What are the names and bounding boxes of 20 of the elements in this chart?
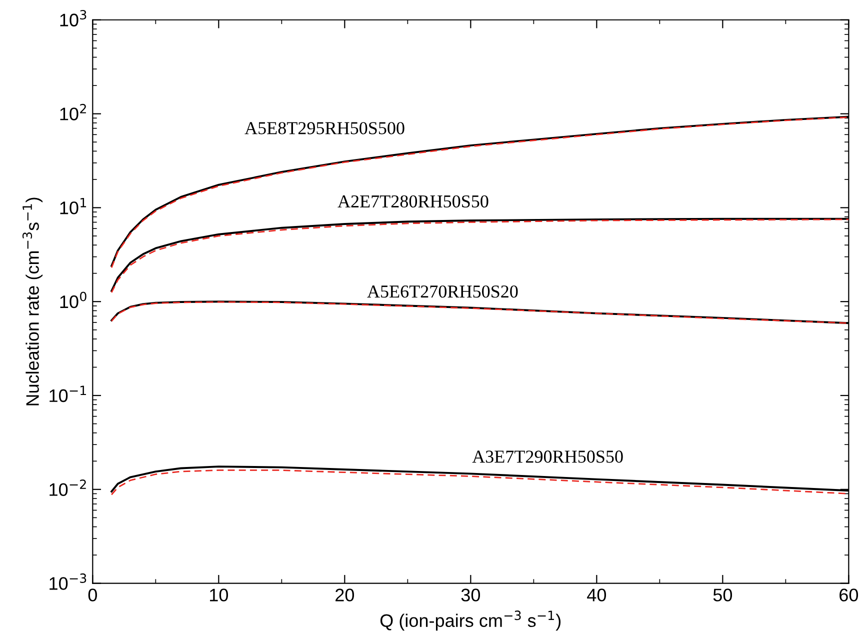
annotation: A5E8T295RH50S500	[244, 122, 404, 134]
x-axis-title: Q (ion-pairs cm$^{−3}$ s$^{−1}$)	[380, 610, 561, 631]
y-tick-label: 10$^{3}$	[60, 10, 86, 26]
x-tick-label: 0	[88, 588, 97, 602]
x-tick-label: 10	[210, 588, 228, 602]
y-tick-label: 10$^{0}$	[60, 292, 86, 308]
y-tick-label: 10$^{1}$	[60, 198, 86, 214]
annotation: A3E7T290RH50S50	[472, 450, 623, 463]
x-tick-label: 30	[461, 588, 480, 602]
annotation: A5E6T270RH50S20	[367, 285, 518, 298]
annotation: A2E7T280RH50S50	[338, 195, 488, 208]
y-tick-label: 10$^{−3}$	[50, 573, 86, 590]
y-axis-title: Nucleation rate (cm$^{−3}$s$^{−1}$)	[22, 198, 43, 406]
x-tick-label: 60	[840, 588, 858, 602]
x-tick-label: 20	[336, 588, 354, 602]
x-tick-label: 40	[587, 588, 606, 602]
y-tick-label: 10$^{−1}$	[50, 386, 86, 402]
y-tick-label: 10$^{2}$	[60, 104, 86, 120]
y-tick-label: 10$^{−2}$	[50, 480, 86, 496]
x-tick-label: 50	[713, 588, 732, 602]
